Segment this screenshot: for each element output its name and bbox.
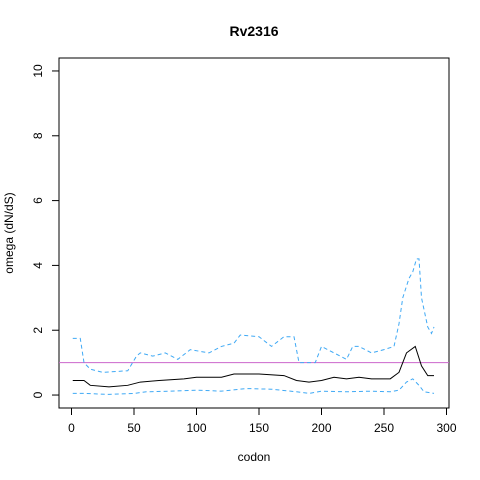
y-tick-label: 4: [31, 262, 45, 269]
series-line: [72, 378, 435, 395]
x-tick-label: 0: [68, 421, 75, 435]
y-tick-label: 10: [31, 64, 45, 78]
y-tick-label: 6: [31, 197, 45, 204]
y-axis-label: omega (dN/dS): [2, 192, 16, 273]
series-line: [72, 345, 434, 388]
x-tick-label: 50: [127, 421, 141, 435]
x-axis-label: codon: [238, 450, 271, 464]
y-tick-label: 2: [31, 327, 45, 334]
x-tick-label: 100: [186, 421, 206, 435]
x-tick-label: 150: [249, 421, 269, 435]
x-tick-label: 300: [436, 421, 456, 435]
chart-title: Rv2316: [229, 23, 278, 39]
series-line: [72, 258, 435, 373]
plot-box: [58, 57, 450, 409]
y-tick-label: 0: [31, 391, 45, 398]
x-tick-label: 200: [311, 421, 331, 435]
y-tick-label: 8: [31, 132, 45, 139]
x-tick-label: 250: [374, 421, 394, 435]
